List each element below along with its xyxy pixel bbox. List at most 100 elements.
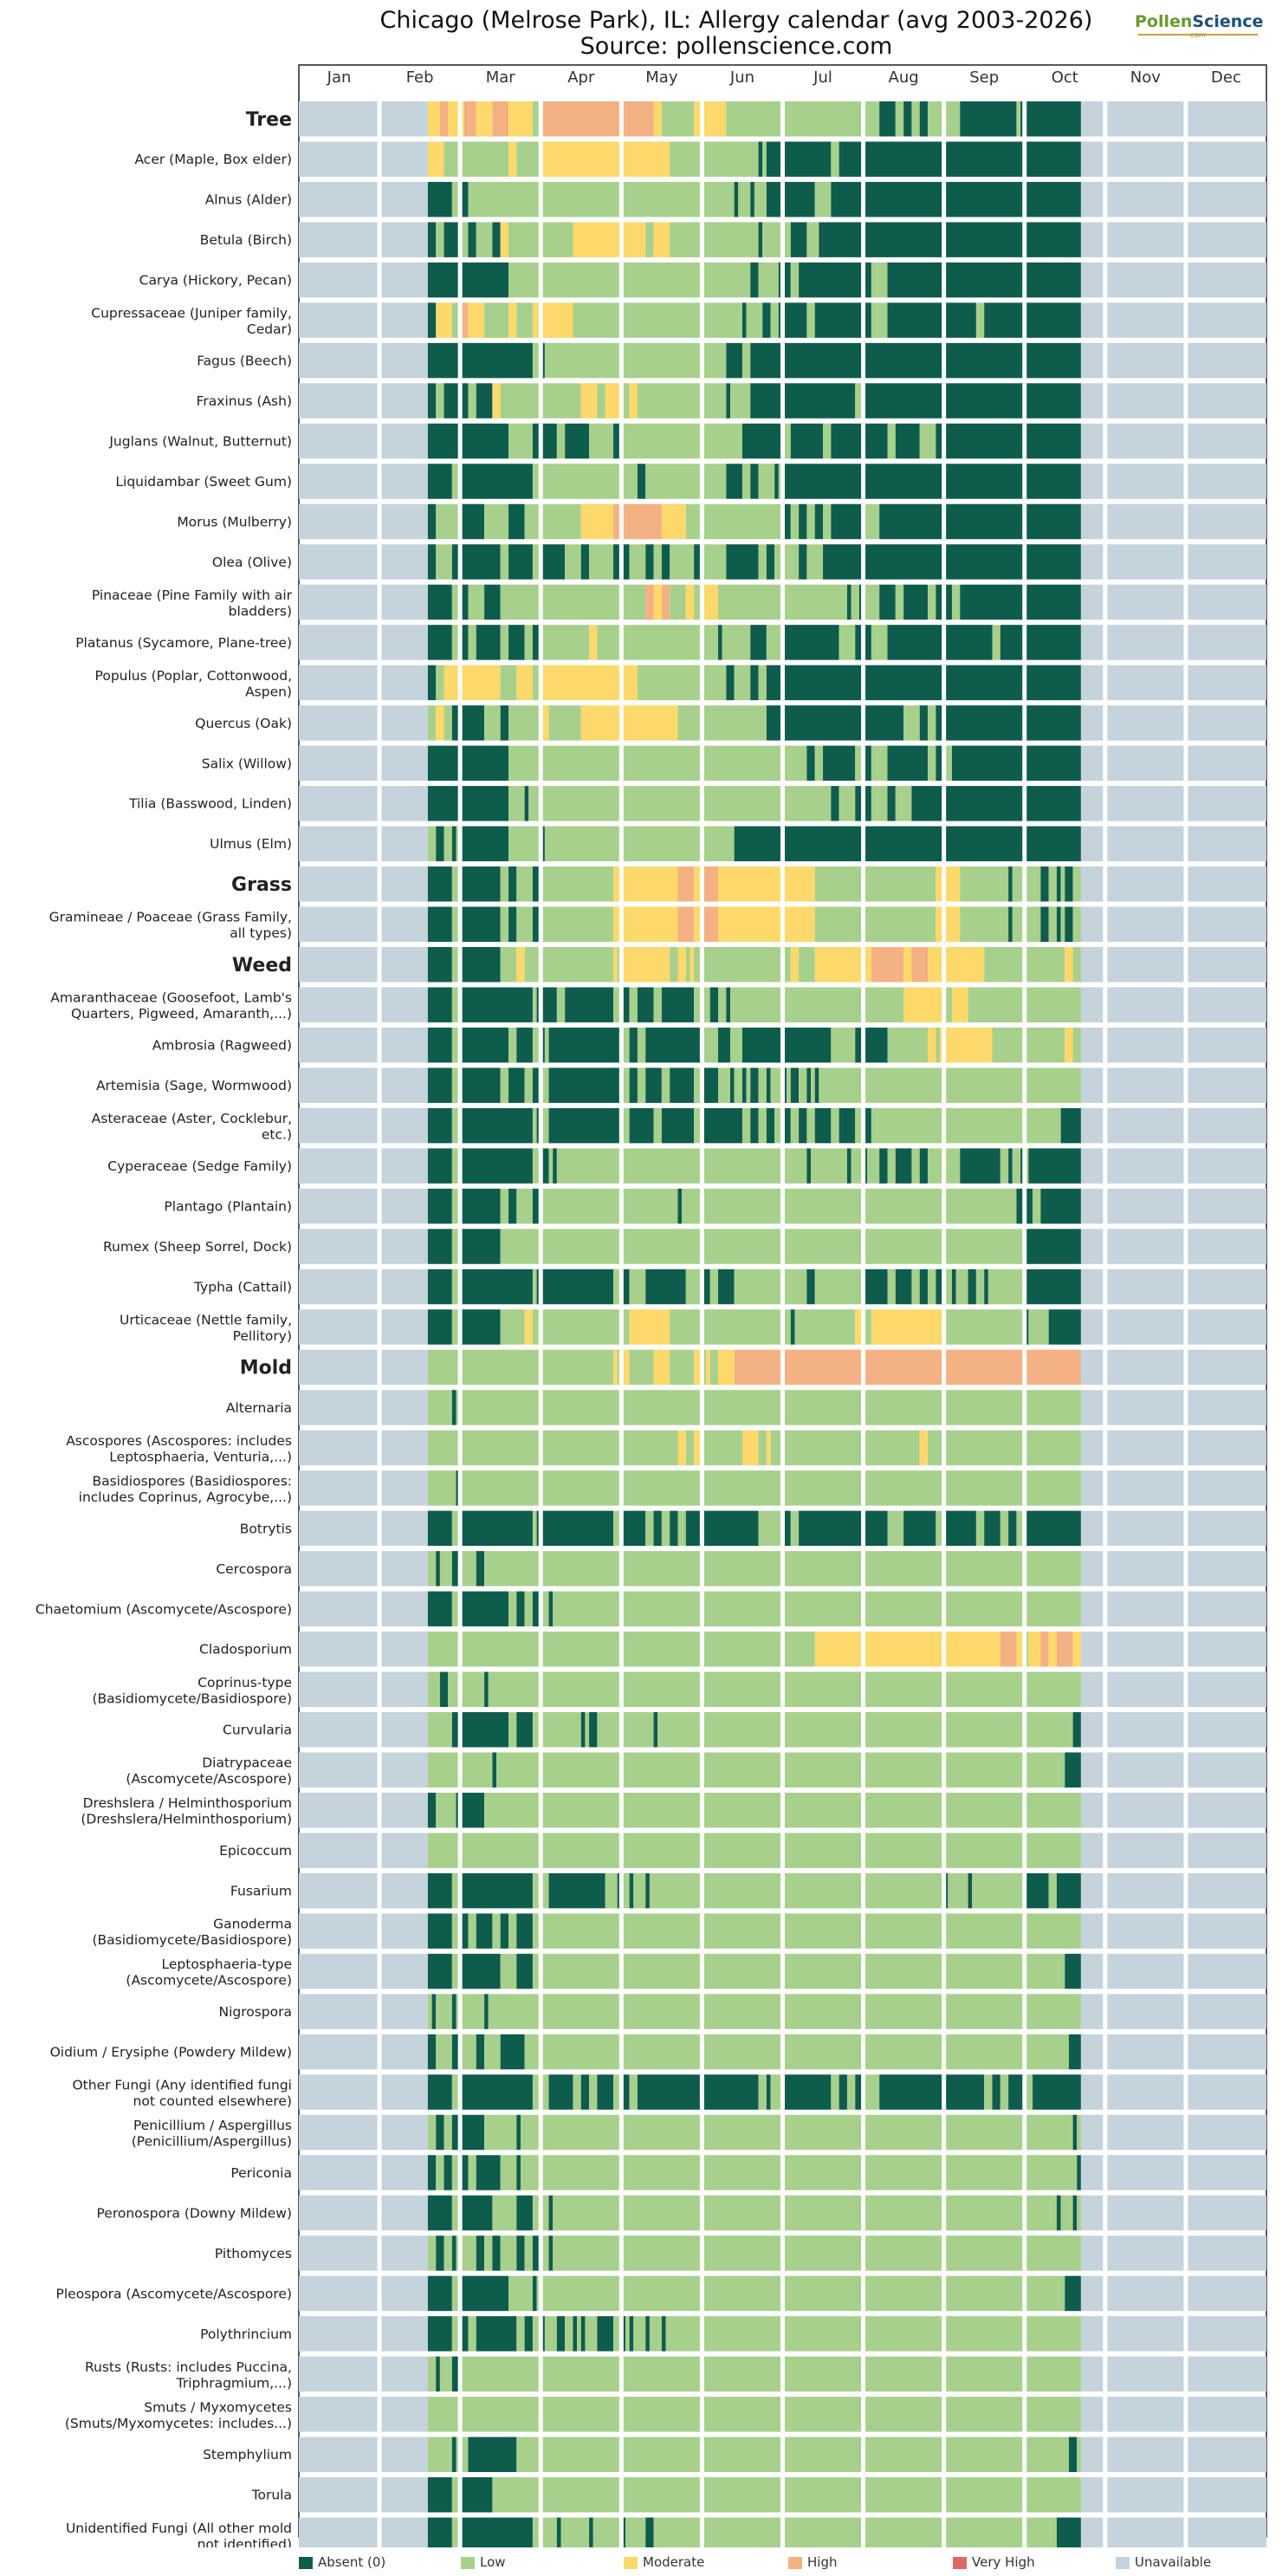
heat-cell	[427, 2477, 452, 2513]
month-divider	[699, 464, 704, 499]
month-divider	[618, 1430, 624, 1466]
heat-cell	[846, 1148, 851, 1184]
allergen-row	[299, 786, 1266, 821]
heat-cell	[460, 1470, 1081, 1506]
allergen-row	[299, 1913, 1266, 1949]
heat-cell	[814, 1067, 819, 1103]
heat-cell	[1065, 1027, 1073, 1063]
month-divider	[618, 2477, 624, 2513]
heat-cell	[460, 946, 501, 983]
month-divider	[618, 101, 624, 137]
heat-cell	[427, 1792, 437, 1828]
heat-cell	[799, 1107, 807, 1144]
month-divider	[457, 1913, 463, 1949]
month-divider	[1103, 2517, 1108, 2547]
heat-cell	[299, 2436, 428, 2473]
month-divider	[942, 1591, 947, 1627]
month-divider	[942, 1953, 947, 1989]
heat-cell	[718, 987, 727, 1022]
heat-cell	[532, 1067, 541, 1103]
heat-cell	[500, 665, 517, 701]
heat-cell	[766, 2074, 771, 2110]
heat-cell	[476, 1913, 493, 1949]
month-divider	[1103, 342, 1108, 379]
allergen-row	[299, 2517, 1266, 2547]
heat-cell	[762, 141, 767, 177]
heat-cell	[427, 1188, 452, 1224]
heat-cell	[597, 2074, 614, 2110]
heat-cell	[1080, 1994, 1266, 2029]
heat-cell	[427, 584, 452, 620]
month-divider	[618, 1107, 624, 1144]
month-divider	[377, 464, 382, 499]
month-divider	[538, 1833, 543, 1868]
heat-cell	[427, 423, 509, 459]
heat-cell	[1056, 2517, 1081, 2547]
row-label: Gramineae / Poaceae (Grass Family,	[49, 910, 292, 925]
heat-cell	[516, 1913, 533, 1949]
allergen-row	[299, 987, 1266, 1022]
month-divider	[1183, 1591, 1188, 1627]
month-divider	[942, 2517, 947, 2547]
month-divider	[377, 745, 382, 782]
heat-cell	[613, 2074, 622, 2110]
month-divider	[1022, 786, 1027, 821]
month-divider	[1183, 101, 1188, 137]
month-label: Sep	[969, 68, 999, 87]
heat-cell	[1080, 2195, 1266, 2231]
heat-cell	[556, 2316, 566, 2352]
month-divider	[538, 383, 543, 419]
heat-cell	[1077, 2436, 1081, 2473]
heat-cell	[427, 1833, 1081, 1868]
month-divider	[780, 1269, 785, 1305]
month-divider	[1022, 987, 1027, 1022]
heat-cell	[879, 2074, 985, 2110]
heat-cell	[1080, 705, 1266, 741]
heat-cell	[645, 544, 654, 580]
heat-cell	[451, 2275, 461, 2312]
heat-cell	[621, 383, 630, 419]
month-divider	[1183, 1671, 1188, 1708]
heat-cell	[1065, 906, 1073, 942]
month-divider	[699, 1953, 704, 1989]
heat-cell	[653, 1349, 670, 1385]
row-label: Coprinus-type	[197, 1675, 292, 1690]
month-divider	[377, 342, 382, 379]
heat-cell	[460, 302, 469, 338]
heat-cell	[460, 1872, 533, 1909]
heat-cell	[580, 544, 590, 580]
month-divider	[1103, 1994, 1108, 2029]
row-label: Juglans (Walnut, Butternut)	[108, 433, 292, 449]
heat-cell	[1065, 946, 1073, 983]
heat-cell	[460, 1510, 533, 1547]
month-divider	[942, 1712, 947, 1748]
month-divider	[1103, 1752, 1108, 1788]
allergen-row	[299, 1430, 1266, 1466]
month-divider	[457, 665, 463, 701]
heat-cell	[814, 906, 936, 942]
heat-cell	[855, 1107, 864, 1144]
heat-cell	[573, 302, 742, 338]
month-divider	[618, 1188, 624, 1224]
heat-cell	[500, 1229, 1025, 1264]
month-divider	[457, 705, 463, 741]
heat-cell	[299, 665, 428, 701]
heat-cell	[500, 584, 646, 620]
month-divider	[1183, 584, 1188, 620]
heat-cell	[1024, 1510, 1081, 1547]
heat-cell	[508, 786, 525, 821]
heat-cell	[1080, 584, 1266, 620]
month-divider	[861, 262, 866, 298]
month-divider	[1103, 2356, 1108, 2392]
heat-cell	[895, 786, 912, 821]
heat-cell	[427, 1349, 614, 1385]
month-divider	[457, 1994, 463, 2029]
heat-cell	[541, 906, 614, 942]
heat-cell	[819, 222, 1081, 257]
month-divider	[942, 1510, 947, 1547]
heat-cell	[621, 1027, 630, 1063]
month-divider	[861, 1712, 866, 1748]
heat-cell	[597, 2316, 614, 2352]
heat-cell	[718, 906, 815, 942]
